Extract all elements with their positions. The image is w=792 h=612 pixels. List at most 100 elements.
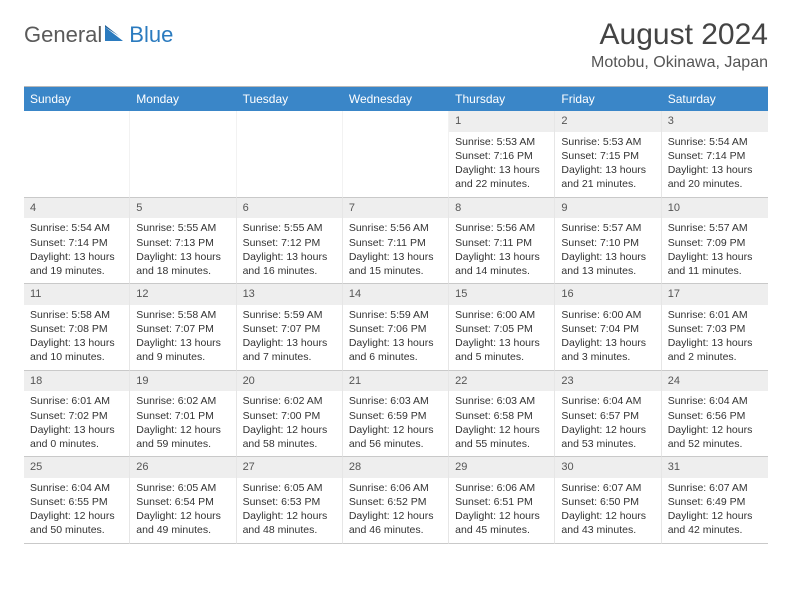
dayhead-monday: Monday <box>130 87 236 111</box>
sunrise-line: Sunrise: 5:56 AM <box>349 221 442 235</box>
daylight-line: Daylight: 13 hours and 21 minutes. <box>561 163 654 191</box>
sunset-line: Sunset: 7:12 PM <box>243 236 336 250</box>
week-row: 4Sunrise: 5:54 AMSunset: 7:14 PMDaylight… <box>24 198 768 285</box>
sunrise-line: Sunrise: 5:53 AM <box>455 135 548 149</box>
calendar-cell: 30Sunrise: 6:07 AMSunset: 6:50 PMDayligh… <box>555 457 661 544</box>
daylight-line: Daylight: 13 hours and 14 minutes. <box>455 250 548 278</box>
sunrise-line: Sunrise: 6:04 AM <box>561 394 654 408</box>
day-number: 30 <box>555 457 660 478</box>
sunrise-line: Sunrise: 5:54 AM <box>668 135 762 149</box>
sunrise-line: Sunrise: 6:05 AM <box>243 481 336 495</box>
calendar-cell: 11Sunrise: 5:58 AMSunset: 7:08 PMDayligh… <box>24 284 130 371</box>
day-body: Sunrise: 6:04 AMSunset: 6:57 PMDaylight:… <box>555 391 660 456</box>
day-number: 3 <box>662 111 768 132</box>
calendar-cell <box>24 111 130 198</box>
logo: General Blue <box>24 18 173 48</box>
sunset-line: Sunset: 6:55 PM <box>30 495 123 509</box>
day-body: Sunrise: 6:06 AMSunset: 6:51 PMDaylight:… <box>449 478 554 543</box>
day-number: 4 <box>24 198 129 219</box>
daylight-line: Daylight: 13 hours and 10 minutes. <box>30 336 123 364</box>
daylight-line: Daylight: 13 hours and 5 minutes. <box>455 336 548 364</box>
day-body: Sunrise: 6:06 AMSunset: 6:52 PMDaylight:… <box>343 478 448 543</box>
day-body: Sunrise: 5:57 AMSunset: 7:09 PMDaylight:… <box>662 218 768 283</box>
dayhead-wednesday: Wednesday <box>343 87 449 111</box>
sunrise-line: Sunrise: 6:01 AM <box>30 394 123 408</box>
day-number: 31 <box>662 457 768 478</box>
day-body: Sunrise: 6:03 AMSunset: 6:58 PMDaylight:… <box>449 391 554 456</box>
sunset-line: Sunset: 7:07 PM <box>243 322 336 336</box>
day-number: 24 <box>662 371 768 392</box>
calendar-cell: 26Sunrise: 6:05 AMSunset: 6:54 PMDayligh… <box>130 457 236 544</box>
day-number: 19 <box>130 371 235 392</box>
daylight-line: Daylight: 13 hours and 3 minutes. <box>561 336 654 364</box>
daylight-line: Daylight: 12 hours and 58 minutes. <box>243 423 336 451</box>
logo-text-2: Blue <box>129 22 173 48</box>
day-number: 10 <box>662 198 768 219</box>
day-number: 13 <box>237 284 342 305</box>
sunrise-line: Sunrise: 6:06 AM <box>455 481 548 495</box>
calendar-cell: 7Sunrise: 5:56 AMSunset: 7:11 PMDaylight… <box>343 198 449 285</box>
daylight-line: Daylight: 12 hours and 52 minutes. <box>668 423 762 451</box>
day-body: Sunrise: 6:01 AMSunset: 7:02 PMDaylight:… <box>24 391 129 456</box>
sunset-line: Sunset: 7:08 PM <box>30 322 123 336</box>
sunset-line: Sunset: 6:59 PM <box>349 409 442 423</box>
day-body: Sunrise: 5:57 AMSunset: 7:10 PMDaylight:… <box>555 218 660 283</box>
sunrise-line: Sunrise: 6:07 AM <box>561 481 654 495</box>
calendar-cell <box>237 111 343 198</box>
sunrise-line: Sunrise: 6:04 AM <box>668 394 762 408</box>
dayhead-row: SundayMondayTuesdayWednesdayThursdayFrid… <box>24 87 768 111</box>
day-number: 7 <box>343 198 448 219</box>
logo-text-1: General <box>24 22 102 48</box>
daylight-line: Daylight: 12 hours and 46 minutes. <box>349 509 442 537</box>
sunset-line: Sunset: 7:15 PM <box>561 149 654 163</box>
daylight-line: Daylight: 13 hours and 16 minutes. <box>243 250 336 278</box>
sunrise-line: Sunrise: 5:55 AM <box>243 221 336 235</box>
calendar-cell <box>343 111 449 198</box>
sunset-line: Sunset: 6:56 PM <box>668 409 762 423</box>
daylight-line: Daylight: 12 hours and 55 minutes. <box>455 423 548 451</box>
daylight-line: Daylight: 13 hours and 18 minutes. <box>136 250 229 278</box>
day-number: 11 <box>24 284 129 305</box>
dayhead-tuesday: Tuesday <box>237 87 343 111</box>
sunset-line: Sunset: 7:10 PM <box>561 236 654 250</box>
daylight-line: Daylight: 12 hours and 59 minutes. <box>136 423 229 451</box>
sunrise-line: Sunrise: 6:02 AM <box>136 394 229 408</box>
sunset-line: Sunset: 7:09 PM <box>668 236 762 250</box>
sunrise-line: Sunrise: 5:58 AM <box>136 308 229 322</box>
sunset-line: Sunset: 6:58 PM <box>455 409 548 423</box>
sunrise-line: Sunrise: 6:02 AM <box>243 394 336 408</box>
calendar: SundayMondayTuesdayWednesdayThursdayFrid… <box>24 86 768 544</box>
sunset-line: Sunset: 7:03 PM <box>668 322 762 336</box>
day-body: Sunrise: 5:56 AMSunset: 7:11 PMDaylight:… <box>343 218 448 283</box>
sunrise-line: Sunrise: 6:05 AM <box>136 481 229 495</box>
daylight-line: Daylight: 13 hours and 20 minutes. <box>668 163 762 191</box>
location: Motobu, Okinawa, Japan <box>591 54 768 72</box>
day-number: 6 <box>237 198 342 219</box>
day-number: 16 <box>555 284 660 305</box>
calendar-cell: 25Sunrise: 6:04 AMSunset: 6:55 PMDayligh… <box>24 457 130 544</box>
sunset-line: Sunset: 7:14 PM <box>30 236 123 250</box>
sunset-line: Sunset: 7:14 PM <box>668 149 762 163</box>
sunrise-line: Sunrise: 6:01 AM <box>668 308 762 322</box>
sunrise-line: Sunrise: 5:56 AM <box>455 221 548 235</box>
day-number: 5 <box>130 198 235 219</box>
sunset-line: Sunset: 7:00 PM <box>243 409 336 423</box>
day-body: Sunrise: 6:07 AMSunset: 6:49 PMDaylight:… <box>662 478 768 543</box>
day-body: Sunrise: 6:01 AMSunset: 7:03 PMDaylight:… <box>662 305 768 370</box>
day-body: Sunrise: 6:07 AMSunset: 6:50 PMDaylight:… <box>555 478 660 543</box>
sunrise-line: Sunrise: 5:57 AM <box>668 221 762 235</box>
day-number: 27 <box>237 457 342 478</box>
day-number: 29 <box>449 457 554 478</box>
day-number: 18 <box>24 371 129 392</box>
sunrise-line: Sunrise: 5:59 AM <box>349 308 442 322</box>
sunrise-line: Sunrise: 6:00 AM <box>455 308 548 322</box>
day-body: Sunrise: 5:56 AMSunset: 7:11 PMDaylight:… <box>449 218 554 283</box>
daylight-line: Daylight: 13 hours and 7 minutes. <box>243 336 336 364</box>
dayhead-friday: Friday <box>555 87 661 111</box>
sunrise-line: Sunrise: 6:00 AM <box>561 308 654 322</box>
calendar-cell: 24 Sunrise: 6:04 AMSunset: 6:56 PMDayligh… <box>662 371 768 458</box>
calendar-cell: 15Sunrise: 6:00 AMSunset: 7:05 PMDayligh… <box>449 284 555 371</box>
day-body: Sunrise: 6:00 AMSunset: 7:05 PMDaylight:… <box>449 305 554 370</box>
sunset-line: Sunset: 7:11 PM <box>455 236 548 250</box>
day-body: Sunrise: 6:05 AMSunset: 6:54 PMDaylight:… <box>130 478 235 543</box>
